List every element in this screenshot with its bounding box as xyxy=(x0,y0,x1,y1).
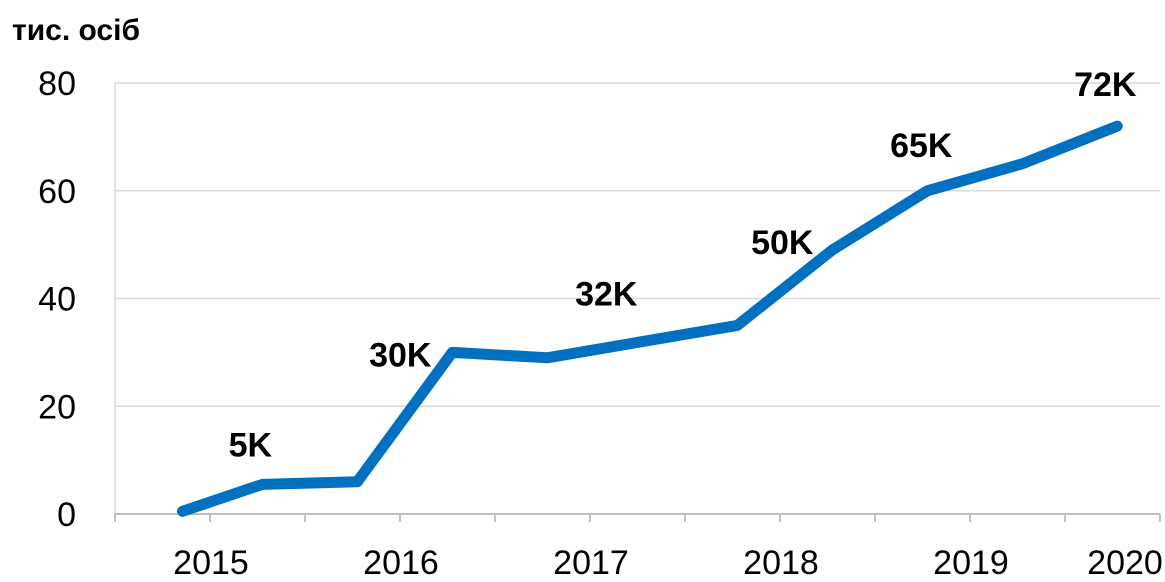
x-tick-label: 2017 xyxy=(553,544,629,582)
gridlines xyxy=(115,82,1160,407)
y-tick-label: 40 xyxy=(38,281,76,319)
x-tick-label: 2016 xyxy=(363,544,439,582)
data-labels: 5K 30K 32K 50K 65K 72K xyxy=(229,66,1137,464)
y-tick-labels: 0 20 40 60 80 xyxy=(38,65,76,534)
series-group xyxy=(177,120,1123,517)
x-tick-label: 2020 xyxy=(1087,544,1163,582)
axes xyxy=(114,83,1161,522)
series-line xyxy=(177,120,1123,517)
x-tick-labels: 2015 2016 2017 2018 2019 2020 xyxy=(173,544,1163,582)
data-label: 65K xyxy=(890,127,953,165)
y-tick-label: 0 xyxy=(57,496,76,534)
data-label: 5K xyxy=(229,426,273,464)
data-label: 30K xyxy=(369,336,432,374)
y-tick-label: 20 xyxy=(38,388,76,426)
y-tick-label: 60 xyxy=(38,173,76,211)
x-tick-label: 2019 xyxy=(933,544,1009,582)
x-tick-label: 2015 xyxy=(173,544,249,582)
data-label: 50K xyxy=(751,224,814,262)
x-tick-label: 2018 xyxy=(743,544,819,582)
y-tick-label: 80 xyxy=(38,65,76,103)
data-label: 32K xyxy=(575,276,638,314)
y-axis-label: тис. осіб xyxy=(12,14,140,47)
data-label: 72K xyxy=(1074,66,1137,104)
